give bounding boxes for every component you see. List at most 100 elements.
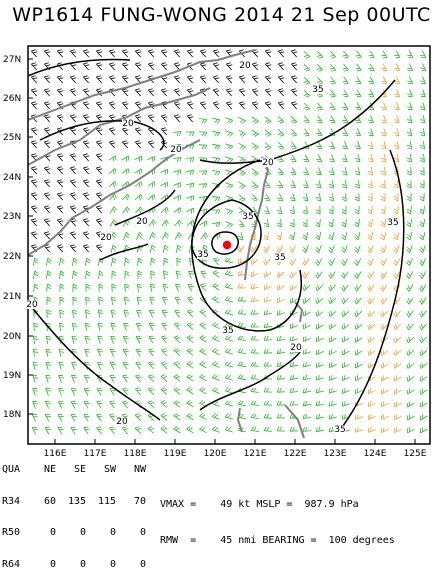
wind-barb bbox=[264, 206, 270, 215]
wind-barb bbox=[419, 401, 428, 408]
wind-barb bbox=[163, 257, 169, 267]
wind-barb bbox=[276, 218, 282, 228]
wind-barb bbox=[70, 244, 77, 253]
wind-barb bbox=[380, 245, 387, 254]
wind-barb bbox=[134, 168, 143, 175]
wind-barb bbox=[161, 49, 168, 58]
wind-barb bbox=[70, 192, 77, 201]
wind-barb bbox=[303, 167, 310, 175]
wind-barb bbox=[147, 156, 156, 162]
wind-barb bbox=[44, 49, 51, 58]
wind-barb bbox=[96, 192, 103, 201]
wind-barb bbox=[328, 400, 337, 407]
wind-barb bbox=[290, 115, 298, 124]
wind-barb bbox=[173, 374, 181, 382]
contour-label: 20 bbox=[26, 300, 38, 310]
wind-barb bbox=[225, 208, 233, 215]
wind-barb bbox=[302, 193, 309, 202]
wind-barb bbox=[46, 296, 52, 305]
wind-barb bbox=[315, 310, 324, 317]
wind-barb bbox=[381, 63, 388, 72]
wind-barb bbox=[161, 62, 168, 71]
wind-barb bbox=[84, 322, 91, 331]
wind-barb bbox=[98, 270, 104, 280]
wind-barb bbox=[32, 400, 38, 409]
wind-barb bbox=[367, 218, 373, 228]
wind-barb bbox=[83, 49, 90, 58]
wind-barb bbox=[173, 194, 182, 201]
wind-barb bbox=[263, 400, 273, 406]
wind-barb bbox=[148, 361, 155, 370]
wind-barb bbox=[237, 283, 247, 289]
lat-tick-label: 18N bbox=[3, 410, 21, 420]
wind-barb bbox=[328, 232, 335, 241]
wind-barb bbox=[83, 387, 90, 396]
wind-barb bbox=[147, 426, 155, 434]
wind-barb bbox=[341, 310, 350, 317]
wind-barb bbox=[263, 245, 270, 253]
wind-barb bbox=[381, 102, 387, 110]
lon-tick-label: 118E bbox=[124, 449, 147, 459]
wind-barb bbox=[110, 322, 117, 331]
wind-barb bbox=[393, 349, 402, 356]
wind-barb bbox=[406, 166, 412, 176]
wind-barb bbox=[176, 257, 182, 267]
wind-barb bbox=[354, 284, 362, 292]
wind-barb bbox=[278, 49, 285, 58]
wind-barb bbox=[212, 426, 220, 433]
wind-barb bbox=[252, 75, 259, 84]
wind-barb bbox=[406, 323, 414, 331]
wind-barb bbox=[109, 75, 116, 84]
wind-barb bbox=[419, 166, 425, 176]
wind-barb bbox=[315, 426, 324, 433]
wind-barb bbox=[160, 206, 169, 214]
wind-barb bbox=[380, 323, 389, 331]
wind-barb bbox=[329, 76, 336, 85]
wind-barb bbox=[302, 205, 308, 215]
wind-barb bbox=[84, 335, 91, 344]
wind-barb bbox=[239, 75, 246, 84]
wind-barb bbox=[46, 270, 52, 280]
wind-barb bbox=[174, 296, 181, 305]
wind-barb bbox=[289, 323, 298, 329]
wind-barb bbox=[122, 75, 129, 84]
wind-barb bbox=[174, 101, 181, 110]
wind-barb bbox=[329, 89, 336, 98]
wind-barb bbox=[328, 310, 337, 317]
wind-barb bbox=[419, 375, 428, 382]
wind-barb bbox=[276, 271, 285, 279]
wind-barb bbox=[355, 128, 361, 137]
lat-tick-label: 20N bbox=[3, 332, 21, 342]
wind-barb bbox=[149, 232, 156, 240]
wind-barb bbox=[110, 244, 117, 253]
wind-barb bbox=[109, 62, 116, 71]
contour-label: 35 bbox=[387, 218, 398, 228]
wind-barb bbox=[122, 361, 129, 370]
wind-barb bbox=[367, 192, 373, 202]
wind-barb bbox=[225, 182, 234, 189]
wind-barb bbox=[212, 270, 220, 278]
wind-barb bbox=[213, 49, 220, 58]
wind-barb bbox=[83, 140, 90, 149]
wind-barb bbox=[315, 387, 324, 394]
contour-label-bg bbox=[170, 145, 182, 154]
wind-barb bbox=[44, 127, 51, 136]
wind-barb bbox=[276, 413, 285, 419]
wind-barb bbox=[263, 413, 273, 419]
wind-barb bbox=[224, 361, 233, 368]
wind-barb bbox=[341, 336, 350, 343]
wind-barb bbox=[316, 51, 324, 59]
wind-barb bbox=[110, 335, 116, 344]
wind-barb bbox=[419, 153, 425, 163]
wind-barb bbox=[354, 323, 363, 330]
wind-barb bbox=[328, 271, 336, 279]
wind-barb bbox=[70, 413, 77, 422]
wind-barb bbox=[161, 232, 169, 240]
wind-barb bbox=[46, 309, 52, 319]
wind-barb bbox=[315, 362, 324, 368]
wind-barb bbox=[328, 387, 337, 394]
wind-barb bbox=[380, 349, 389, 356]
wind-barb bbox=[265, 75, 272, 84]
wind-barb bbox=[406, 232, 413, 241]
map-title: WP1614 FUNG-WONG 2014 21 Sep 00UTC bbox=[12, 4, 431, 26]
